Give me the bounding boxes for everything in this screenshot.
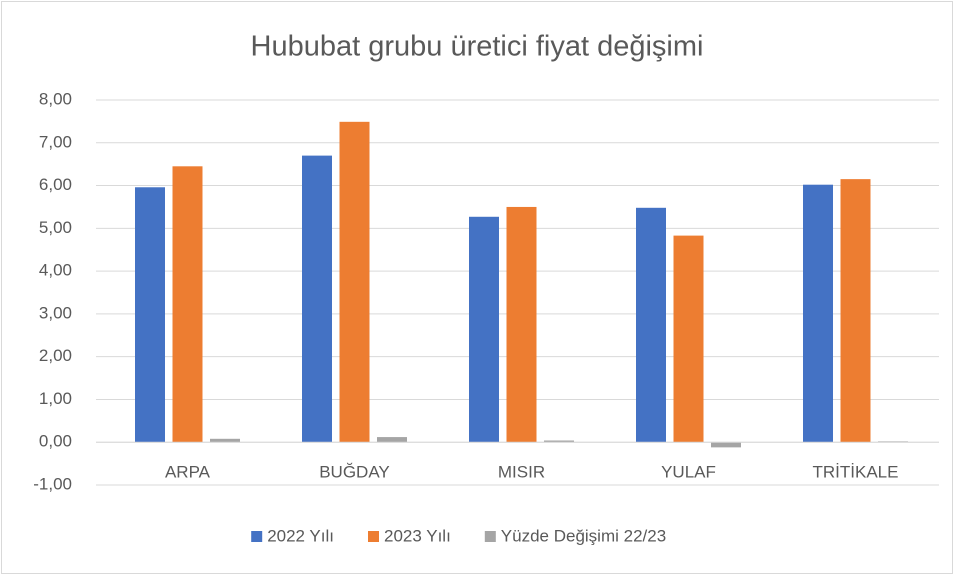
y-tick-label: 7,00 — [39, 132, 72, 151]
bar — [135, 187, 165, 443]
y-tick-label: 3,00 — [39, 303, 72, 322]
y-tick-label: 8,00 — [39, 89, 72, 108]
bar — [544, 440, 574, 443]
y-tick-label: 2,00 — [39, 346, 72, 365]
y-tick-label: -1,00 — [33, 474, 72, 493]
legend-label: 2022 Yılı — [267, 526, 334, 545]
legend-label: Yüzde Değişimi 22/23 — [501, 526, 666, 545]
bar — [469, 216, 499, 443]
y-tick-label: 5,00 — [39, 218, 72, 237]
bar — [339, 121, 370, 443]
bar — [302, 155, 332, 443]
x-tick-label: ARPA — [165, 463, 211, 482]
bar — [636, 207, 666, 443]
x-tick-label: YULAF — [661, 463, 716, 482]
chart-title: Hububat grubu üretici fiyat değişimi — [251, 31, 704, 63]
bar — [506, 206, 537, 443]
legend-swatch — [368, 531, 379, 542]
x-tick-label: TRİTİKALE — [813, 463, 899, 482]
bar — [172, 166, 203, 443]
y-tick-label: 1,00 — [39, 389, 72, 408]
x-tick-label: BUĞDAY — [319, 463, 390, 482]
y-tick-label: 4,00 — [39, 261, 72, 280]
legend-swatch — [484, 531, 496, 542]
bar — [210, 438, 240, 443]
bar — [803, 184, 833, 443]
legend-swatch — [251, 531, 263, 542]
bar — [673, 235, 704, 443]
y-tick-label: 0,00 — [39, 432, 72, 451]
bar — [711, 442, 741, 448]
x-tick-label: MISIR — [498, 463, 545, 482]
bar — [377, 437, 407, 443]
legend-label: 2023 Yılı — [384, 526, 451, 545]
y-tick-label: 6,00 — [39, 175, 72, 194]
bar — [840, 179, 871, 443]
